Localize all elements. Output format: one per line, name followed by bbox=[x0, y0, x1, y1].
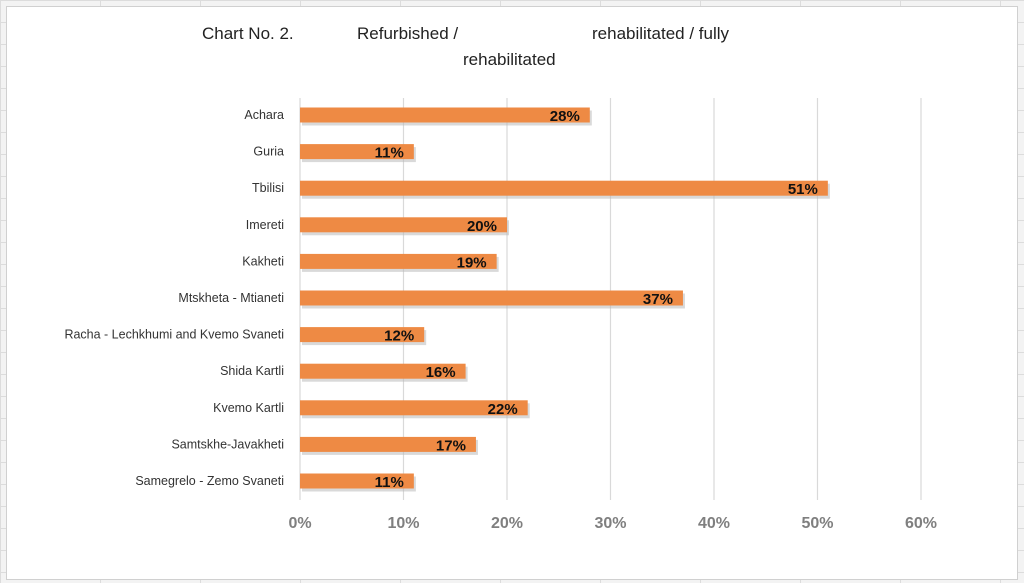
x-tick-label: 30% bbox=[594, 515, 626, 532]
chart-title-fully-rehabilitated: rehabilitated / fully bbox=[592, 24, 730, 43]
category-label: Tbilisi bbox=[252, 181, 284, 195]
x-tick-label: 40% bbox=[698, 515, 730, 532]
chart-title-refurbished: Refurbished / bbox=[357, 24, 459, 43]
category-label: Samtskhe-Javakheti bbox=[171, 437, 284, 451]
bar-samtskhe-javakheti[interactable] bbox=[300, 436, 476, 452]
bar-shida-kartli[interactable] bbox=[300, 363, 466, 379]
chart-title-number: Chart No. 2. bbox=[202, 24, 294, 43]
x-tick-label: 50% bbox=[801, 515, 833, 532]
category-label: Samegrelo - Zemo Svaneti bbox=[135, 474, 284, 488]
data-label: 16% bbox=[426, 364, 456, 381]
data-label: 17% bbox=[436, 437, 466, 454]
bar-kvemo-kartli[interactable] bbox=[300, 400, 528, 416]
category-label: Shida Kartli bbox=[220, 364, 284, 378]
category-label: Achara bbox=[244, 108, 284, 122]
data-label: 37% bbox=[643, 291, 673, 308]
bar-achara[interactable] bbox=[300, 107, 590, 123]
category-label: Kvemo Kartli bbox=[213, 401, 284, 415]
bar-tbilisi[interactable] bbox=[300, 180, 828, 196]
category-label: Guria bbox=[253, 145, 284, 159]
bar-kakheti[interactable] bbox=[300, 253, 497, 269]
x-tick-label: 60% bbox=[905, 515, 937, 532]
category-label: Mtskheta - Mtianeti bbox=[178, 291, 284, 305]
data-label: 51% bbox=[788, 181, 818, 198]
data-label: 12% bbox=[384, 328, 414, 345]
data-label: 11% bbox=[375, 145, 404, 162]
bar-racha-lechkhumi-and-kvemo-svaneti[interactable] bbox=[300, 327, 425, 343]
bar-guria[interactable] bbox=[300, 144, 414, 160]
bar-samegrelo-zemo-svaneti[interactable] bbox=[300, 473, 414, 489]
x-tick-label: 20% bbox=[491, 515, 523, 532]
chart-title-rehabilitated: rehabilitated bbox=[463, 50, 556, 69]
bar-imereti[interactable] bbox=[300, 217, 507, 233]
category-label: Racha - Lechkhumi and Kvemo Svaneti bbox=[64, 328, 284, 342]
data-label: 11% bbox=[375, 474, 404, 491]
data-label: 19% bbox=[457, 254, 487, 271]
x-tick-label: 0% bbox=[288, 515, 311, 532]
data-label: 22% bbox=[488, 401, 518, 418]
category-label: Kakheti bbox=[242, 254, 284, 268]
x-tick-label: 10% bbox=[387, 515, 419, 532]
data-label: 20% bbox=[467, 218, 497, 235]
data-label: 28% bbox=[550, 108, 580, 125]
category-label: Imereti bbox=[246, 218, 284, 232]
bar-mtskheta-mtianeti[interactable] bbox=[300, 290, 683, 306]
